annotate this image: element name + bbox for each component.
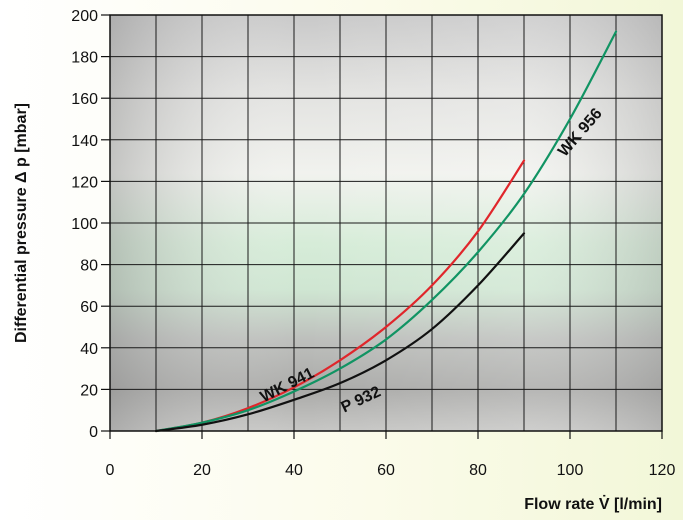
y-axis-title: Differential pressure Δ p [mbar] [13, 103, 30, 343]
series-line-p-932 [154, 232, 526, 433]
x-tick-label: 0 [106, 462, 115, 479]
y-tick-label: 20 [80, 382, 98, 399]
series-layer [154, 30, 618, 433]
x-tick-label: 120 [649, 462, 676, 479]
y-tick-label: 200 [71, 8, 98, 25]
y-tick-label: 160 [71, 91, 98, 108]
tick-labels: 0 20 40 60 80 100 120 140 160 180 200 0 20 40 60 80 100 1… [71, 8, 675, 479]
y-tick-label: 140 [71, 133, 98, 150]
x-tick-label: 40 [285, 462, 303, 479]
x-tick-label: 100 [557, 462, 584, 479]
y-tick-label: 0 [89, 424, 98, 441]
x-tick-label: 80 [469, 462, 487, 479]
y-tick-label: 60 [80, 299, 98, 316]
y-tick-label: 100 [71, 216, 98, 233]
y-tick-label: 80 [80, 258, 98, 275]
y-tick-label: 120 [71, 174, 98, 191]
x-axis-title: Flow rate V̇ [l/min] [524, 495, 662, 513]
series-line-wk-956 [154, 30, 618, 433]
x-tick-label: 20 [193, 462, 211, 479]
x-tick-label: 60 [377, 462, 395, 479]
y-tick-label: 40 [80, 341, 98, 358]
y-tick-label: 180 [71, 50, 98, 67]
